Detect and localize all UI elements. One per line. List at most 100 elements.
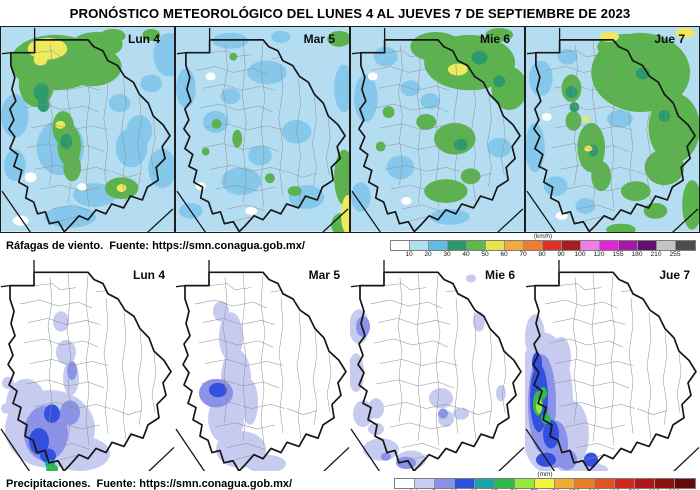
state-outline bbox=[358, 39, 521, 232]
municipality-boundaries bbox=[19, 272, 157, 462]
day-label-mie-6: Mie 6 bbox=[479, 32, 510, 46]
legend-tick-value: 40 bbox=[462, 250, 470, 258]
wind-source-text: Ráfagas de viento. Fuente: https://smn.c… bbox=[6, 239, 305, 252]
legend-tick-value: 120 bbox=[593, 250, 605, 258]
legend-color-box bbox=[515, 478, 535, 488]
precip-chihuahua-map-jue-7 bbox=[525, 258, 700, 471]
day-label-lun-4: Lun 4 bbox=[133, 267, 165, 282]
state-outline bbox=[533, 39, 696, 232]
legend-tick-value: 180 bbox=[631, 250, 643, 258]
neighbor-state-borders bbox=[350, 259, 525, 471]
legend-tick-value: 20 bbox=[424, 250, 432, 258]
legend-color-box bbox=[486, 240, 505, 250]
wind-chihuahua-map-mar-5 bbox=[176, 27, 349, 232]
municipality-boundaries bbox=[370, 40, 506, 223]
municipality-boundaries bbox=[545, 40, 681, 223]
legend-tick-value: 5 bbox=[424, 489, 444, 490]
legend-color-box bbox=[657, 240, 676, 250]
wind-legend-unit-label: (km/h) bbox=[533, 232, 553, 240]
precip-source-text: Precipitaciones. Fuente: https://smn.con… bbox=[6, 477, 293, 490]
neighbor-state-borders bbox=[525, 259, 700, 471]
state-outline bbox=[182, 271, 347, 471]
wind-legend: (km/h) 10 20 30 40 50 60 70 80 90 100 120 155 180 210… bbox=[390, 233, 696, 259]
legend-tick-value: 75 bbox=[524, 489, 544, 490]
legend-tick-value: 155 bbox=[612, 250, 624, 258]
legend-tick-value: 255 bbox=[669, 250, 681, 258]
legend-color-box bbox=[395, 478, 415, 488]
legend-color-box bbox=[495, 478, 515, 488]
legend-tick-value: 150 bbox=[544, 489, 564, 490]
legend-tick-value: 210 bbox=[650, 250, 662, 258]
wind-map-panel-mie-6: Mie 6 bbox=[350, 26, 525, 233]
neighbor-state-borders bbox=[0, 259, 175, 471]
legend-color-box bbox=[448, 240, 467, 250]
wind-chihuahua-map-lun-4 bbox=[1, 27, 174, 232]
neighbor-state-borders bbox=[351, 27, 524, 232]
legend-tick-value: 30 bbox=[443, 250, 451, 258]
legend-tick-value: 0.1 bbox=[404, 489, 424, 490]
legend-color-box bbox=[415, 478, 435, 488]
legend-tick-value: 600 bbox=[644, 489, 664, 490]
legend-tick-value: 50 bbox=[481, 250, 489, 258]
forecast-intensity-blobs bbox=[526, 27, 699, 232]
municipality-boundaries bbox=[20, 40, 156, 223]
municipality-boundaries bbox=[194, 272, 332, 462]
legend-tick-value: 10 bbox=[405, 250, 413, 258]
precip-chihuahua-map-lun-4 bbox=[0, 258, 175, 471]
precip-map-panel-mar-5: Mar 5 bbox=[175, 258, 350, 471]
legend-tick-value: 800 bbox=[664, 489, 684, 490]
legend-color-box bbox=[435, 478, 455, 488]
legend-color-box bbox=[475, 478, 495, 488]
legend-color-box bbox=[655, 478, 675, 488]
day-label-jue-7: Jue 7 bbox=[659, 267, 690, 282]
legend-color-box bbox=[595, 478, 615, 488]
legend-color-box bbox=[562, 240, 581, 250]
legend-tick-value: 90 bbox=[557, 250, 565, 258]
day-label-jue-7: Jue 7 bbox=[654, 32, 685, 46]
neighbor-state-borders bbox=[526, 27, 699, 232]
legend-tick-value: 250 bbox=[564, 489, 584, 490]
legend-tick-value: 500 bbox=[624, 489, 644, 490]
page-title: PRONÓSTICO METEOROLÓGICO DEL LUNES 4 AL … bbox=[69, 5, 631, 21]
state-outline bbox=[183, 39, 346, 232]
precip-legend-color-bar bbox=[394, 477, 696, 489]
legend-color-box bbox=[391, 240, 410, 250]
day-label-lun-4: Lun 4 bbox=[128, 32, 160, 46]
wind-legend-tick-labels: 10 20 30 40 50 60 70 80 90 100 120 155 180 210 255 bbox=[390, 251, 694, 259]
wind-caption-strip: Ráfagas de viento. Fuente: https://smn.c… bbox=[0, 232, 700, 259]
legend-color-box bbox=[615, 478, 635, 488]
legend-tick-value: 400 bbox=[604, 489, 624, 490]
precip-legend-unit-label: (mm) bbox=[537, 470, 553, 478]
precip-caption-strip: Precipitaciones. Fuente: https://smn.con… bbox=[0, 470, 700, 490]
state-outline bbox=[357, 271, 522, 471]
legend-color-box bbox=[575, 478, 595, 488]
day-label-mie-6: Mie 6 bbox=[484, 267, 515, 282]
legend-tick-value: 20 bbox=[464, 489, 484, 490]
precip-map-panel-jue-7: Jue 7 bbox=[525, 258, 700, 471]
forecast-intensity-blobs bbox=[525, 313, 608, 471]
precip-legend: (mm) 0.151020255075150250300400500600800 bbox=[394, 471, 696, 490]
state-outline bbox=[8, 39, 171, 232]
precip-chihuahua-map-mie-6 bbox=[350, 258, 525, 471]
legend-color-box bbox=[429, 240, 448, 250]
legend-color-box bbox=[675, 478, 695, 488]
precip-legend-tick-labels: 0.151020255075150250300400500600800 bbox=[394, 489, 694, 490]
neighbor-state-borders bbox=[175, 259, 350, 471]
legend-color-box bbox=[410, 240, 429, 250]
legend-color-box bbox=[638, 240, 657, 250]
legend-tick-value: 50 bbox=[504, 489, 524, 490]
precip-chihuahua-map-mar-5 bbox=[175, 258, 350, 471]
legend-color-box bbox=[555, 478, 575, 488]
state-outline bbox=[532, 271, 697, 471]
forecast-intensity-blobs bbox=[351, 27, 524, 225]
legend-color-box bbox=[619, 240, 638, 250]
wind-map-panel-lun-4: Lun 4 bbox=[0, 26, 175, 233]
wind-map-panel-mar-5: Mar 5 bbox=[175, 26, 350, 233]
legend-tick-value: 10 bbox=[444, 489, 464, 490]
legend-tick-value: 300 bbox=[584, 489, 604, 490]
legend-color-box bbox=[455, 478, 475, 488]
legend-color-box bbox=[535, 478, 555, 488]
wind-legend-color-bar bbox=[390, 239, 696, 251]
legend-tick-value: 80 bbox=[538, 250, 546, 258]
day-label-mar-5: Mar 5 bbox=[308, 267, 340, 282]
